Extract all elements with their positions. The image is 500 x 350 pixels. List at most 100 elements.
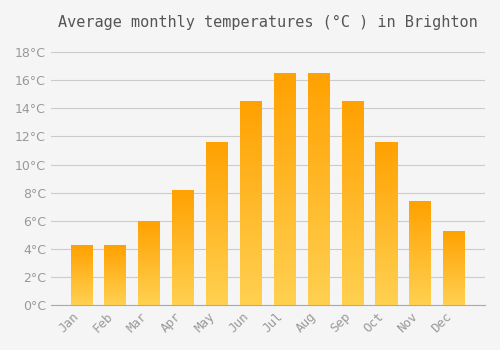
Bar	[138, 281, 160, 283]
Bar	[104, 286, 126, 287]
Bar	[376, 214, 398, 217]
Bar	[70, 264, 92, 265]
Bar	[70, 245, 92, 305]
Bar	[308, 83, 330, 87]
Bar	[410, 224, 432, 226]
Bar	[70, 300, 92, 301]
Bar	[410, 293, 432, 295]
Bar	[70, 294, 92, 295]
Bar	[342, 236, 363, 240]
Bar	[206, 299, 228, 302]
Bar	[443, 277, 466, 278]
Bar	[206, 168, 228, 172]
Bar	[206, 302, 228, 305]
Bar	[104, 293, 126, 294]
Bar	[138, 288, 160, 290]
Bar	[104, 303, 126, 304]
Bar	[206, 149, 228, 152]
Bar	[172, 280, 194, 282]
Bar	[308, 152, 330, 157]
Bar	[342, 256, 363, 260]
Bar	[274, 166, 296, 170]
Bar	[240, 268, 262, 272]
Bar	[172, 289, 194, 291]
Bar	[172, 275, 194, 278]
Bar	[206, 256, 228, 259]
Bar	[376, 286, 398, 289]
Bar	[240, 162, 262, 167]
Bar	[206, 266, 228, 269]
Bar	[308, 73, 330, 305]
Bar	[410, 249, 432, 251]
Bar	[70, 258, 92, 259]
Bar	[172, 245, 194, 247]
Bar	[443, 283, 466, 284]
Bar	[104, 292, 126, 293]
Bar	[172, 243, 194, 245]
Bar	[104, 252, 126, 253]
Bar	[104, 247, 126, 248]
Bar	[410, 232, 432, 234]
Bar	[308, 101, 330, 106]
Bar	[308, 203, 330, 208]
Bar	[376, 210, 398, 214]
Bar	[308, 226, 330, 231]
Bar	[376, 191, 398, 194]
Bar	[240, 183, 262, 187]
Bar	[274, 231, 296, 236]
Bar	[342, 297, 363, 301]
Bar	[138, 248, 160, 250]
Bar	[443, 259, 466, 260]
Bar	[376, 256, 398, 259]
Bar	[308, 106, 330, 110]
Bar	[308, 287, 330, 291]
Bar	[70, 299, 92, 300]
Bar	[376, 237, 398, 240]
Bar	[70, 285, 92, 286]
Bar	[206, 188, 228, 191]
Bar	[172, 273, 194, 275]
Bar	[104, 296, 126, 298]
Bar	[138, 226, 160, 228]
Bar	[274, 143, 296, 147]
Bar	[342, 150, 363, 154]
Bar	[70, 257, 92, 258]
Bar	[104, 282, 126, 283]
Bar	[138, 231, 160, 232]
Bar	[240, 244, 262, 248]
Bar	[138, 221, 160, 305]
Bar	[274, 277, 296, 282]
Bar	[274, 296, 296, 300]
Bar	[342, 102, 363, 105]
Bar	[70, 268, 92, 269]
Bar	[240, 118, 262, 122]
Bar	[206, 165, 228, 168]
Bar	[443, 251, 466, 253]
Bar	[342, 268, 363, 272]
Bar	[206, 201, 228, 204]
Bar	[138, 243, 160, 244]
Bar	[410, 251, 432, 253]
Bar	[70, 265, 92, 266]
Bar	[240, 102, 262, 305]
Bar	[138, 261, 160, 263]
Bar	[172, 287, 194, 289]
Bar	[240, 146, 262, 150]
Bar	[443, 286, 466, 287]
Bar	[70, 279, 92, 280]
Bar	[342, 159, 363, 162]
Bar	[308, 240, 330, 245]
Bar	[138, 234, 160, 236]
Bar	[138, 224, 160, 226]
Bar	[443, 232, 466, 233]
Bar	[308, 250, 330, 254]
Bar	[443, 289, 466, 290]
Bar	[240, 122, 262, 126]
Bar	[308, 263, 330, 268]
Bar	[138, 250, 160, 251]
Bar	[172, 250, 194, 252]
Bar	[240, 199, 262, 203]
Bar	[342, 203, 363, 207]
Bar	[376, 240, 398, 243]
Bar	[274, 120, 296, 124]
